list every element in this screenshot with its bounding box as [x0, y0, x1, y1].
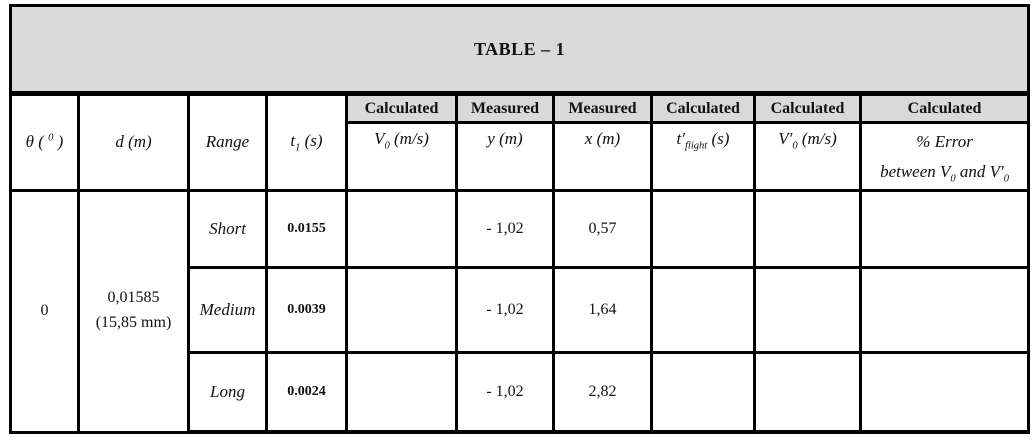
cell-v0prime-medium [753, 265, 862, 354]
group-measured-y: Measured [455, 92, 555, 124]
cell-y-short: - 1,02 [455, 188, 555, 269]
group-calculated-error: Calculated [858, 92, 1031, 124]
cell-error-short [858, 188, 1031, 269]
cell-range-short: Short [187, 188, 268, 269]
percent-error-line1: % Error [916, 132, 973, 151]
header-v0: V0 (m/s) [345, 121, 458, 192]
cell-x-long: 2,82 [552, 350, 653, 435]
cell-x-medium: 1,64 [552, 265, 653, 354]
cell-t1-short: 0.0155 [265, 188, 348, 269]
cell-t1-long: 0.0024 [265, 350, 348, 435]
cell-v0-medium [345, 265, 458, 354]
header-y: y (m) [455, 121, 555, 192]
cell-t1-medium: 0.0039 [265, 265, 348, 354]
table-title: TABLE – 1 [8, 4, 1031, 96]
cell-tflight-medium [650, 265, 756, 354]
d-value-line2: (15,85 mm) [95, 314, 172, 332]
cell-error-medium [858, 265, 1031, 354]
cell-v0prime-short [753, 188, 862, 269]
cell-range-medium: Medium [187, 265, 268, 354]
d-value-line1: 0,01585 [107, 289, 160, 307]
cell-range-long: Long [187, 350, 268, 435]
cell-v0-long [345, 350, 458, 435]
header-tflight: t′flight (s) [650, 121, 756, 192]
cell-y-long: - 1,02 [455, 350, 555, 435]
header-theta: θ ( 0 ) [9, 92, 80, 192]
group-calculated-tflight: Calculated [650, 92, 756, 124]
cell-v0-short [345, 188, 458, 269]
group-calculated-v0prime: Calculated [753, 92, 862, 124]
cell-theta-value: 0 [9, 188, 80, 434]
cell-error-long [858, 350, 1031, 435]
table-1: TABLE – 1 θ ( 0 ) d (m) Range t1 (s) Cal… [8, 4, 1031, 435]
cell-tflight-short [650, 188, 756, 269]
header-x: x (m) [552, 121, 653, 192]
cell-d-value: 0,01585 (15,85 mm) [77, 188, 190, 434]
cell-v0prime-long [753, 350, 862, 435]
group-calculated-v0: Calculated [345, 92, 458, 124]
header-v0prime: V′0 (m/s) [753, 121, 862, 192]
header-t1: t1 (s) [265, 92, 348, 192]
percent-error-line2: between V0 and V′0 [880, 161, 1010, 185]
header-d: d (m) [77, 92, 190, 192]
cell-x-short: 0,57 [552, 188, 653, 269]
cell-tflight-long [650, 350, 756, 435]
header-percent-error: % Error between V0 and V′0 [858, 121, 1031, 192]
cell-y-medium: - 1,02 [455, 265, 555, 354]
group-measured-x: Measured [552, 92, 653, 124]
header-range: Range [187, 92, 268, 192]
